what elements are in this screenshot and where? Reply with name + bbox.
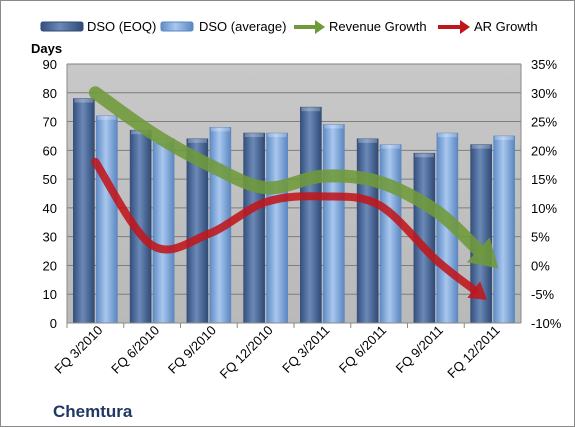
bar-cap-dso-average <box>437 133 457 138</box>
y2-tick-label: -10% <box>531 316 562 331</box>
bar-dso-eoq <box>73 98 95 324</box>
y2-axis-ticks: -10% -5% 0% 5% 10% 15% 20% 25% 30% 35% <box>531 57 562 331</box>
x-tick-label: FQ 12/2010 <box>217 323 276 382</box>
y2-tick-label: 0% <box>531 258 550 273</box>
line-revenue-growth <box>88 86 485 257</box>
bar-dso-average <box>152 138 175 324</box>
x-tick-label: FQ 6/2010 <box>108 323 162 377</box>
y2-tick-label: 20% <box>531 143 557 158</box>
bar-dso-eoq <box>300 106 322 324</box>
x-tick-label: FQ 6/2011 <box>336 323 389 376</box>
y-tick-label: 20 <box>43 258 57 273</box>
y-tick-label: 30 <box>43 230 57 245</box>
y-tick-label: 90 <box>43 57 57 72</box>
legend-swatch-dso-average <box>160 21 194 32</box>
legend-arrow-revenue-growth <box>294 20 325 34</box>
y-tick-label: 60 <box>43 143 57 158</box>
legend-swatch-dso-eoq <box>40 21 84 32</box>
bar-dso-average <box>493 135 515 324</box>
y2-tick-label: 10% <box>531 201 557 216</box>
y-axis-title: Days <box>31 41 62 56</box>
bar-cap-dso-eoq <box>187 138 207 143</box>
bar-dso-eoq <box>243 132 265 324</box>
bar-cap-dso-eoq <box>414 153 434 158</box>
legend-label-ar-growth: AR Growth <box>474 19 538 34</box>
bar-cap-dso-eoq <box>471 144 491 149</box>
x-tick-label: FQ 12/2011 <box>444 323 502 381</box>
bar-cap-dso-average <box>494 135 514 140</box>
y2-tick-label: 25% <box>531 115 557 130</box>
bar-dso-average <box>379 144 402 324</box>
bar-dso-average <box>96 115 118 324</box>
legend-label-revenue-growth: Revenue Growth <box>329 19 427 34</box>
y-tick-label: 0 <box>50 316 57 331</box>
y-tick-label: 10 <box>43 287 57 302</box>
bar-cap-dso-eoq <box>358 138 378 143</box>
legend-label-dso-average: DSO (average) <box>199 19 286 34</box>
y-tick-label: 70 <box>43 115 57 130</box>
bar-dso-average <box>266 132 288 324</box>
growth-arrows <box>88 86 499 300</box>
line-ar-growth <box>91 157 478 294</box>
y2-tick-label: 35% <box>531 57 557 72</box>
x-tick-label: FQ 3/2011 <box>279 323 332 376</box>
y2-tick-label: 30% <box>531 86 557 101</box>
y-tick-label: 50 <box>43 172 57 187</box>
y2-tick-label: -5% <box>531 287 555 302</box>
bar-cap-dso-eoq <box>244 133 264 138</box>
legend-arrow-ar-growth <box>438 20 470 34</box>
legend-item-dso-eoq: DSO (EOQ) <box>40 19 156 34</box>
x-tick-label: FQ 9/2010 <box>165 323 219 377</box>
bar-cap-dso-eoq <box>74 98 94 103</box>
bar-dso-eoq <box>356 138 379 324</box>
x-tick-label: FQ 3/2010 <box>51 323 105 377</box>
legend-item-revenue-growth: Revenue Growth <box>294 19 427 34</box>
bar-cap-dso-average <box>324 124 344 129</box>
bar-dso-average <box>323 124 345 324</box>
y-tick-label: 80 <box>43 86 57 101</box>
y2-tick-label: 15% <box>531 172 557 187</box>
company-label: Chemtura <box>53 402 133 421</box>
x-tick-label: FQ 9/2011 <box>393 323 446 376</box>
bar-cap-dso-average <box>210 127 230 132</box>
legend-item-ar-growth: AR Growth <box>438 19 538 34</box>
y-axis-ticks: 0 10 20 30 40 50 60 70 80 90 <box>43 57 57 331</box>
bar-cap-dso-average <box>267 133 287 138</box>
legend: DSO (EOQ) DSO (average) Revenue Growth A… <box>40 19 538 34</box>
legend-item-dso-average: DSO (average) <box>160 19 286 34</box>
bar-cap-dso-eoq <box>301 107 321 112</box>
bar-cap-dso-average <box>381 144 401 149</box>
y2-tick-label: 5% <box>531 230 550 245</box>
arrowhead-ar-growth <box>467 281 487 300</box>
legend-label-dso-eoq: DSO (EOQ) <box>87 19 156 34</box>
bar-cap-dso-average <box>97 115 117 120</box>
y-tick-label: 40 <box>43 201 57 216</box>
arrowhead-revenue-growth <box>466 237 499 269</box>
